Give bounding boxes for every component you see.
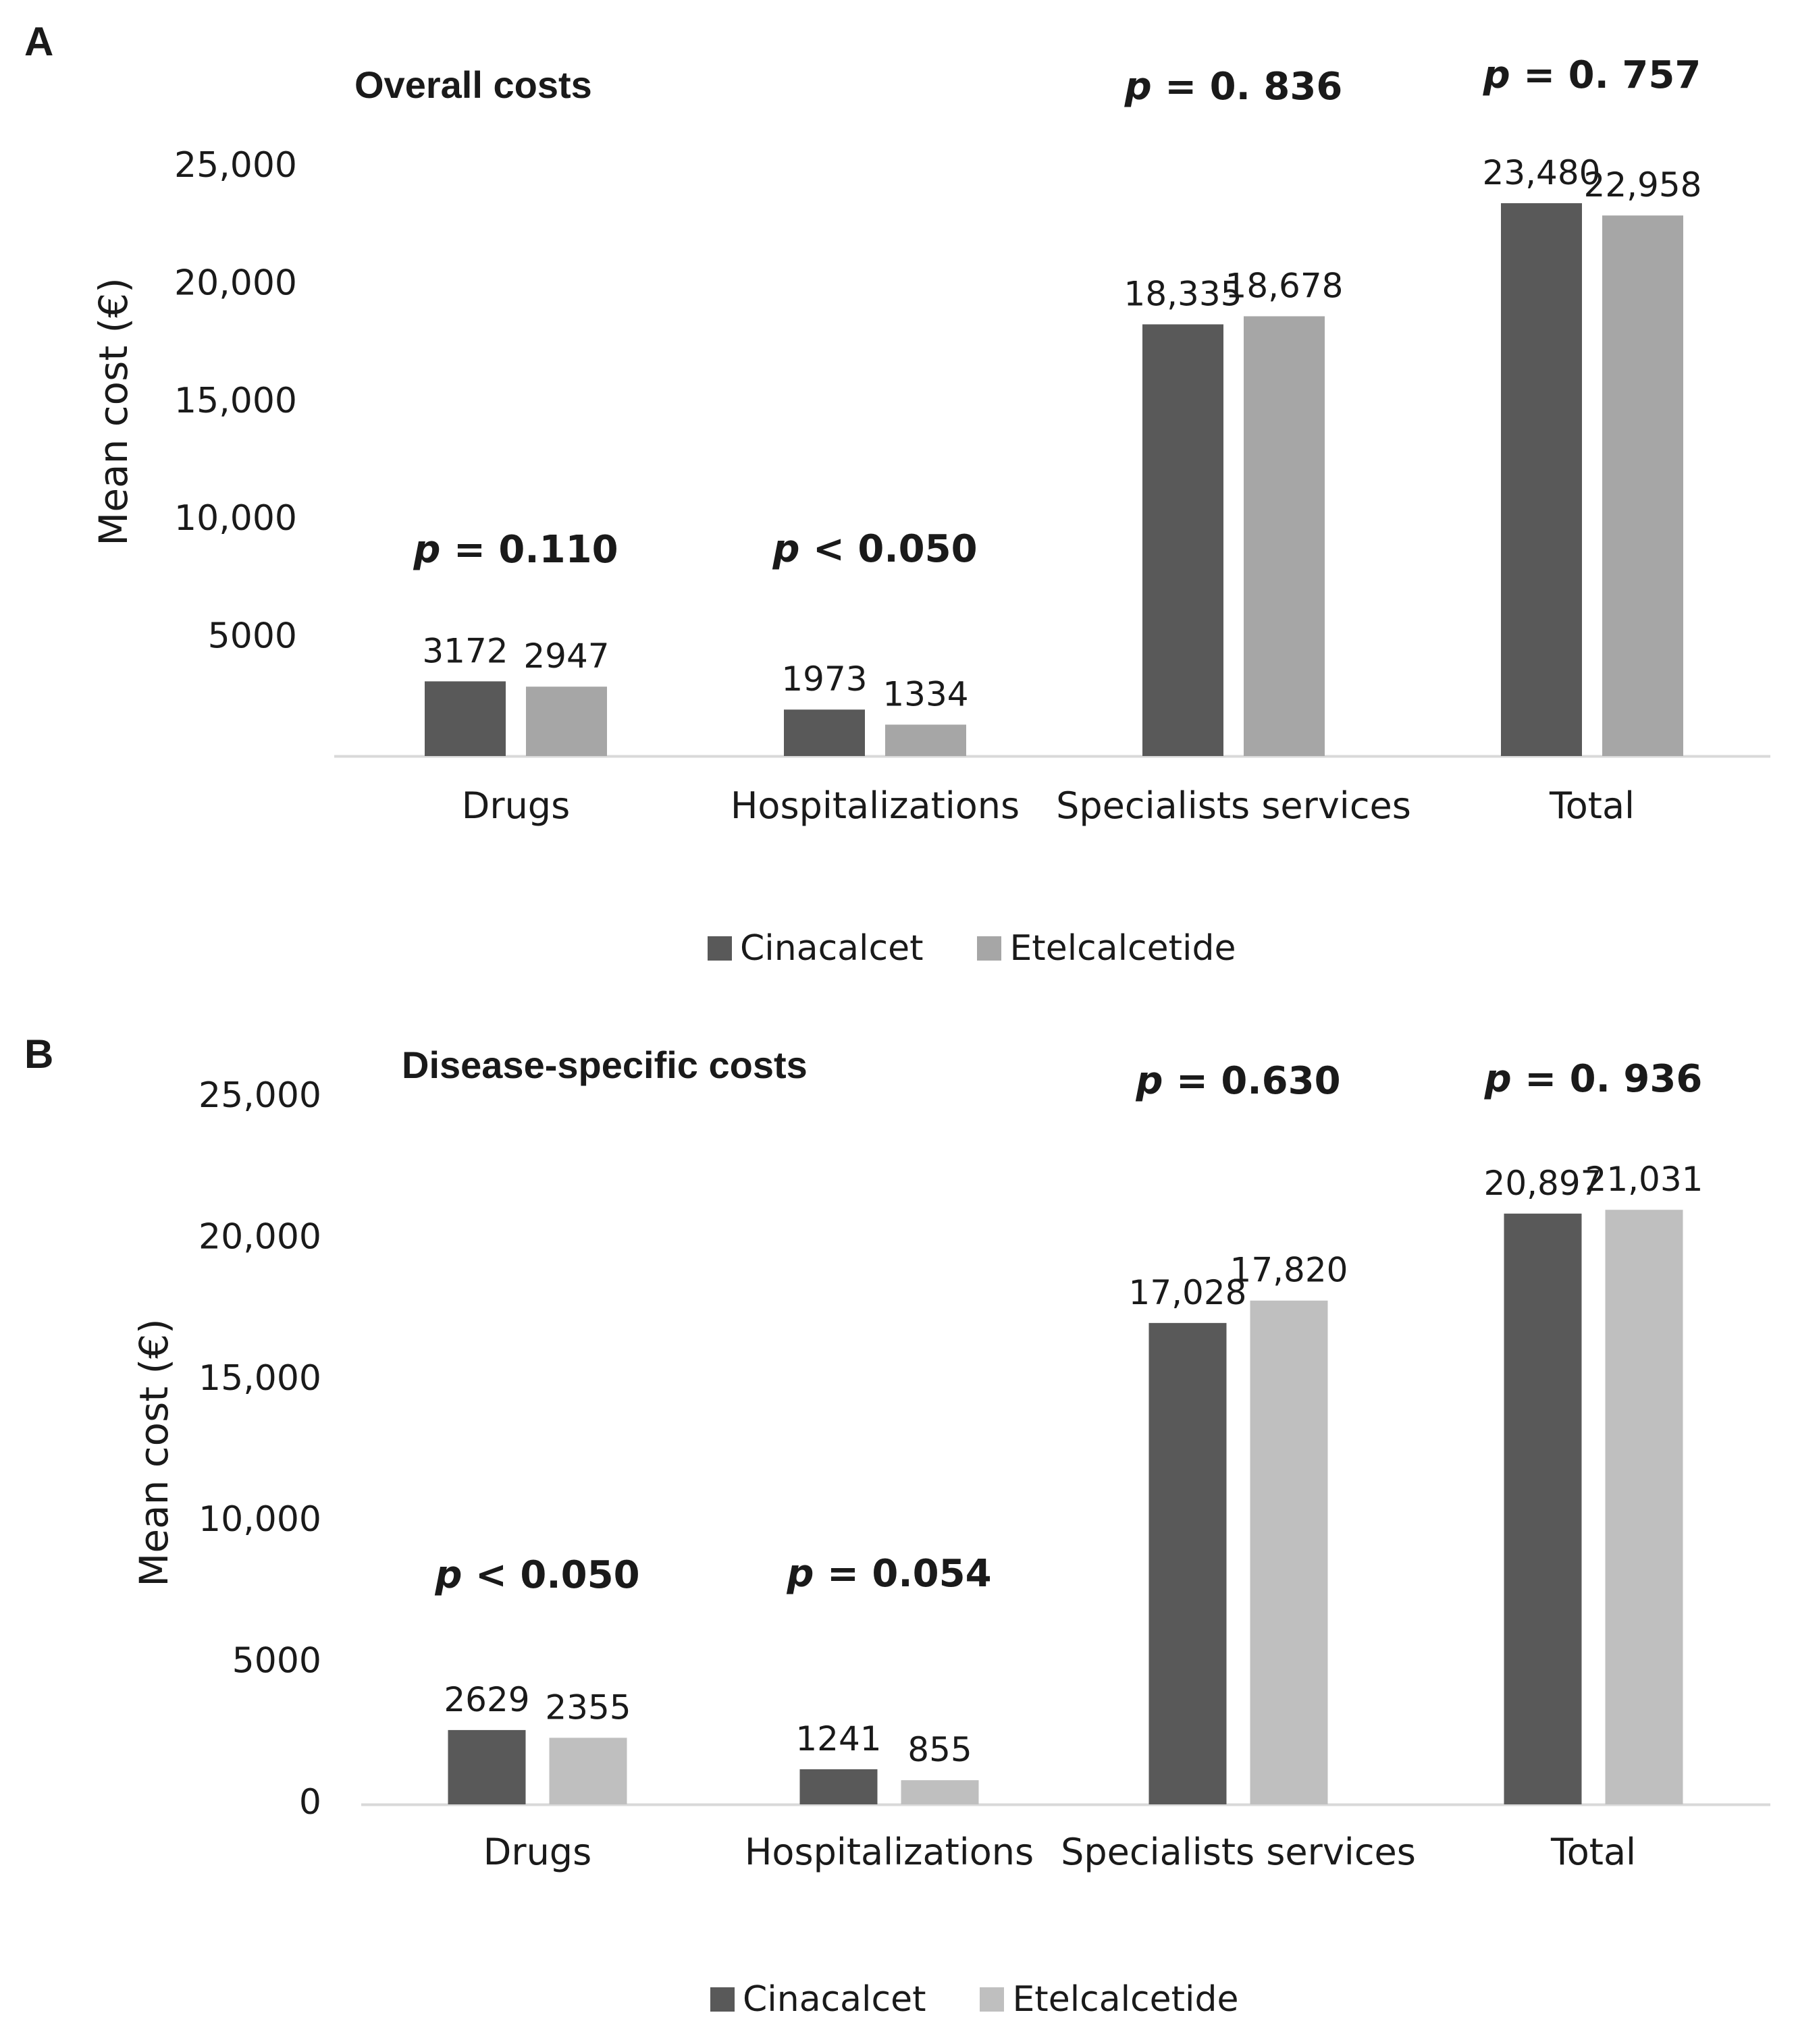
data-label: 21,031 xyxy=(1585,1160,1703,1199)
y-tick-label: 5000 xyxy=(208,616,297,657)
legend-swatch xyxy=(708,936,732,961)
data-label: 2629 xyxy=(444,1680,529,1719)
data-label: 1241 xyxy=(795,1719,881,1758)
bar-cinacalcet-total xyxy=(1501,203,1582,757)
data-label: 20,897 xyxy=(1484,1164,1602,1203)
x-tick-label: Total xyxy=(1549,784,1635,827)
bar-cinacalcet-specialists-services xyxy=(1142,324,1223,756)
p-value-annotation: p = 0. 757 xyxy=(1483,53,1701,97)
p-value-annotation: p = 0.630 xyxy=(1135,1059,1340,1103)
legend-swatch xyxy=(710,1987,735,2012)
bar-cinacalcet-drugs xyxy=(425,681,506,756)
bar-etelcalcetide-hospitalizations xyxy=(885,724,966,756)
p-value-annotation: p < 0.050 xyxy=(434,1553,639,1597)
p-value-text: < 0.050 xyxy=(800,527,978,571)
bar-cinacalcet-hospitalizations xyxy=(784,709,865,756)
chart-legend: Cinacalcet Etelcalcetide xyxy=(708,928,1236,969)
x-tick-label: Drugs xyxy=(462,784,570,827)
bar-etelcalcetide-total xyxy=(1602,215,1683,756)
x-tick-label: Hospitalizations xyxy=(745,1831,1034,1873)
p-symbol: p xyxy=(1484,1057,1512,1101)
chart-plot-area: 0 5000 10,000 15,000 20,000 25,000 Mean cost (… xyxy=(131,1057,1770,1873)
y-axis-label: Mean cost (€) xyxy=(90,277,136,545)
data-label: 18,678 xyxy=(1225,267,1344,306)
chart-title: Disease-specific costs xyxy=(402,1044,808,1086)
bar-etelcalcetide-drugs xyxy=(549,1738,627,1804)
bar-etelcalcetide-specialists-services xyxy=(1244,316,1325,756)
data-label: 2947 xyxy=(523,637,609,676)
p-value-text: = 0.054 xyxy=(814,1552,992,1596)
p-value-text: = 0.630 xyxy=(1163,1059,1341,1103)
p-symbol: p xyxy=(786,1552,814,1596)
legend-swatch xyxy=(980,1987,1005,2012)
bar-etelcalcetide-specialists-services xyxy=(1250,1300,1328,1804)
legend-label: Cinacalcet xyxy=(740,928,924,969)
x-tick-label: Total xyxy=(1550,1831,1636,1873)
p-value-text: = 0. 836 xyxy=(1152,65,1343,109)
p-symbol: p xyxy=(1483,53,1510,97)
y-tick-label: 5000 xyxy=(232,1641,321,1682)
legend-item-etelcalcetide: Etelcalcetide xyxy=(980,1979,1238,2020)
p-symbol: p xyxy=(413,528,440,572)
legend-label: Etelcalcetide xyxy=(1009,928,1236,969)
data-label: 22,958 xyxy=(1584,165,1702,205)
y-tick-label: 20,000 xyxy=(199,1216,321,1257)
bar-cinacalcet-specialists-services xyxy=(1148,1322,1227,1804)
legend-item-cinacalcet: Cinacalcet xyxy=(710,1979,926,2020)
y-tick-label: 20,000 xyxy=(174,263,297,303)
data-label: 1973 xyxy=(781,660,867,699)
y-tick-label: 10,000 xyxy=(199,1499,321,1540)
chart-plot-area: 5000 10,000 15,000 20,000 25,000 Mean cost (€… xyxy=(90,53,1770,827)
data-label: 2355 xyxy=(545,1688,631,1727)
y-axis-label: Mean cost (€) xyxy=(131,1318,177,1586)
legend-label: Etelcalcetide xyxy=(1012,1979,1239,2020)
legend-item-etelcalcetide: Etelcalcetide xyxy=(977,928,1236,969)
p-value-annotation: p = 0. 836 xyxy=(1124,65,1343,109)
p-value-text: = 0. 936 xyxy=(1512,1057,1703,1101)
y-tick-label: 25,000 xyxy=(174,145,297,186)
chart-legend: Cinacalcet Etelcalcetide xyxy=(710,1979,1238,2020)
p-value-text: = 0.110 xyxy=(441,528,618,572)
legend-item-cinacalcet: Cinacalcet xyxy=(708,928,923,969)
data-label: 18,335 xyxy=(1124,274,1242,313)
y-tick-label: 10,000 xyxy=(174,498,297,539)
bar-cinacalcet-total xyxy=(1504,1213,1582,1804)
p-value-annotation: p = 0.110 xyxy=(413,528,618,572)
panel-label: A xyxy=(24,19,54,64)
panel-label: B xyxy=(24,1031,54,1077)
p-symbol: p xyxy=(1124,65,1152,109)
data-label: 1334 xyxy=(882,674,968,714)
chart-panel-a: A Overall costs 5000 10,000 15,000 20,000 25… xyxy=(0,0,1796,1006)
x-tick-label: Specialists services xyxy=(1061,1831,1416,1873)
y-tick-label: 15,000 xyxy=(199,1358,321,1399)
bar-etelcalcetide-drugs xyxy=(526,687,607,756)
p-symbol: p xyxy=(434,1553,462,1597)
y-tick-label: 15,000 xyxy=(174,381,297,421)
data-label: 23,480 xyxy=(1483,153,1601,192)
bar-cinacalcet-drugs xyxy=(448,1729,526,1804)
bar-etelcalcetide-hospitalizations xyxy=(901,1780,979,1804)
y-tick-label: 25,000 xyxy=(199,1075,321,1116)
bar-cinacalcet-hospitalizations xyxy=(799,1769,878,1804)
x-tick-label: Drugs xyxy=(483,1831,591,1873)
legend-label: Cinacalcet xyxy=(743,1979,926,2020)
p-value-text: = 0. 757 xyxy=(1510,53,1701,97)
y-tick-label: 0 xyxy=(299,1782,321,1823)
p-value-text: < 0.050 xyxy=(463,1553,640,1597)
x-tick-label: Hospitalizations xyxy=(731,784,1020,827)
x-tick-label: Specialists services xyxy=(1056,784,1411,827)
data-label: 17,820 xyxy=(1230,1251,1348,1290)
data-label: 17,028 xyxy=(1129,1273,1247,1312)
p-value-annotation: p < 0.050 xyxy=(772,527,977,571)
bar-etelcalcetide-total xyxy=(1605,1210,1683,1804)
chart-panel-b: B Disease-specific costs 0 5000 10,000 15,0… xyxy=(0,1006,1796,2044)
legend-swatch xyxy=(977,936,1002,961)
data-label: 855 xyxy=(907,1730,972,1769)
chart-title: Overall costs xyxy=(354,63,592,106)
p-value-annotation: p = 0. 936 xyxy=(1484,1057,1703,1101)
p-value-annotation: p = 0.054 xyxy=(786,1552,991,1596)
p-symbol: p xyxy=(1135,1059,1163,1103)
p-symbol: p xyxy=(772,527,799,571)
data-label: 3172 xyxy=(422,631,508,670)
